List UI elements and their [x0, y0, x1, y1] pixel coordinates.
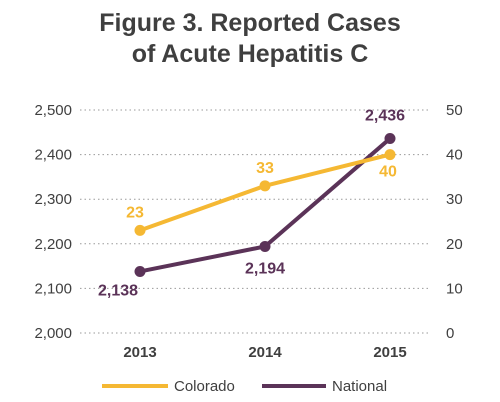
legend-label-colorado: Colorado — [174, 378, 235, 395]
data-point-national — [134, 265, 146, 277]
y-right-tick-label: 30 — [446, 191, 463, 208]
chart-title: Figure 3. Reported Cases of Acute Hepati… — [0, 8, 500, 70]
y-left-tick-label: 2,400 — [34, 147, 72, 164]
y-right-tick-label: 20 — [446, 236, 463, 253]
data-point-national — [384, 133, 396, 145]
y-left-tick-label: 2,300 — [34, 191, 72, 208]
chart-title-line-1: Figure 3. Reported Cases — [99, 9, 401, 37]
y-right-tick-label: 0 — [446, 325, 454, 342]
data-point-colorado — [134, 224, 146, 236]
x-tick-label: 2014 — [248, 344, 282, 361]
data-label-national: 2,194 — [245, 260, 285, 277]
x-tick-label: 2013 — [123, 344, 156, 361]
y-left-tick-label: 2,100 — [34, 280, 72, 297]
data-label-colorado: 33 — [256, 160, 274, 177]
y-right-tick-label: 10 — [446, 280, 463, 297]
data-label-national: 2,138 — [98, 282, 138, 299]
data-point-national — [259, 240, 271, 252]
y-left-tick-label: 2,000 — [34, 325, 72, 342]
data-label-colorado: 40 — [379, 164, 397, 181]
data-label-national: 2,436 — [365, 108, 405, 125]
data-point-colorado — [384, 149, 396, 161]
data-label-colorado: 23 — [126, 204, 144, 221]
chart-title-line-2: of Acute Hepatitis C — [131, 40, 369, 68]
y-right-tick-label: 50 — [446, 102, 463, 119]
x-tick-label: 2015 — [373, 344, 406, 361]
y-left-tick-label: 2,200 — [34, 236, 72, 253]
y-right-tick-label: 40 — [446, 147, 463, 164]
data-point-colorado — [259, 180, 271, 192]
legend-label-national: National — [332, 378, 387, 395]
y-left-tick-label: 2,500 — [34, 102, 72, 119]
